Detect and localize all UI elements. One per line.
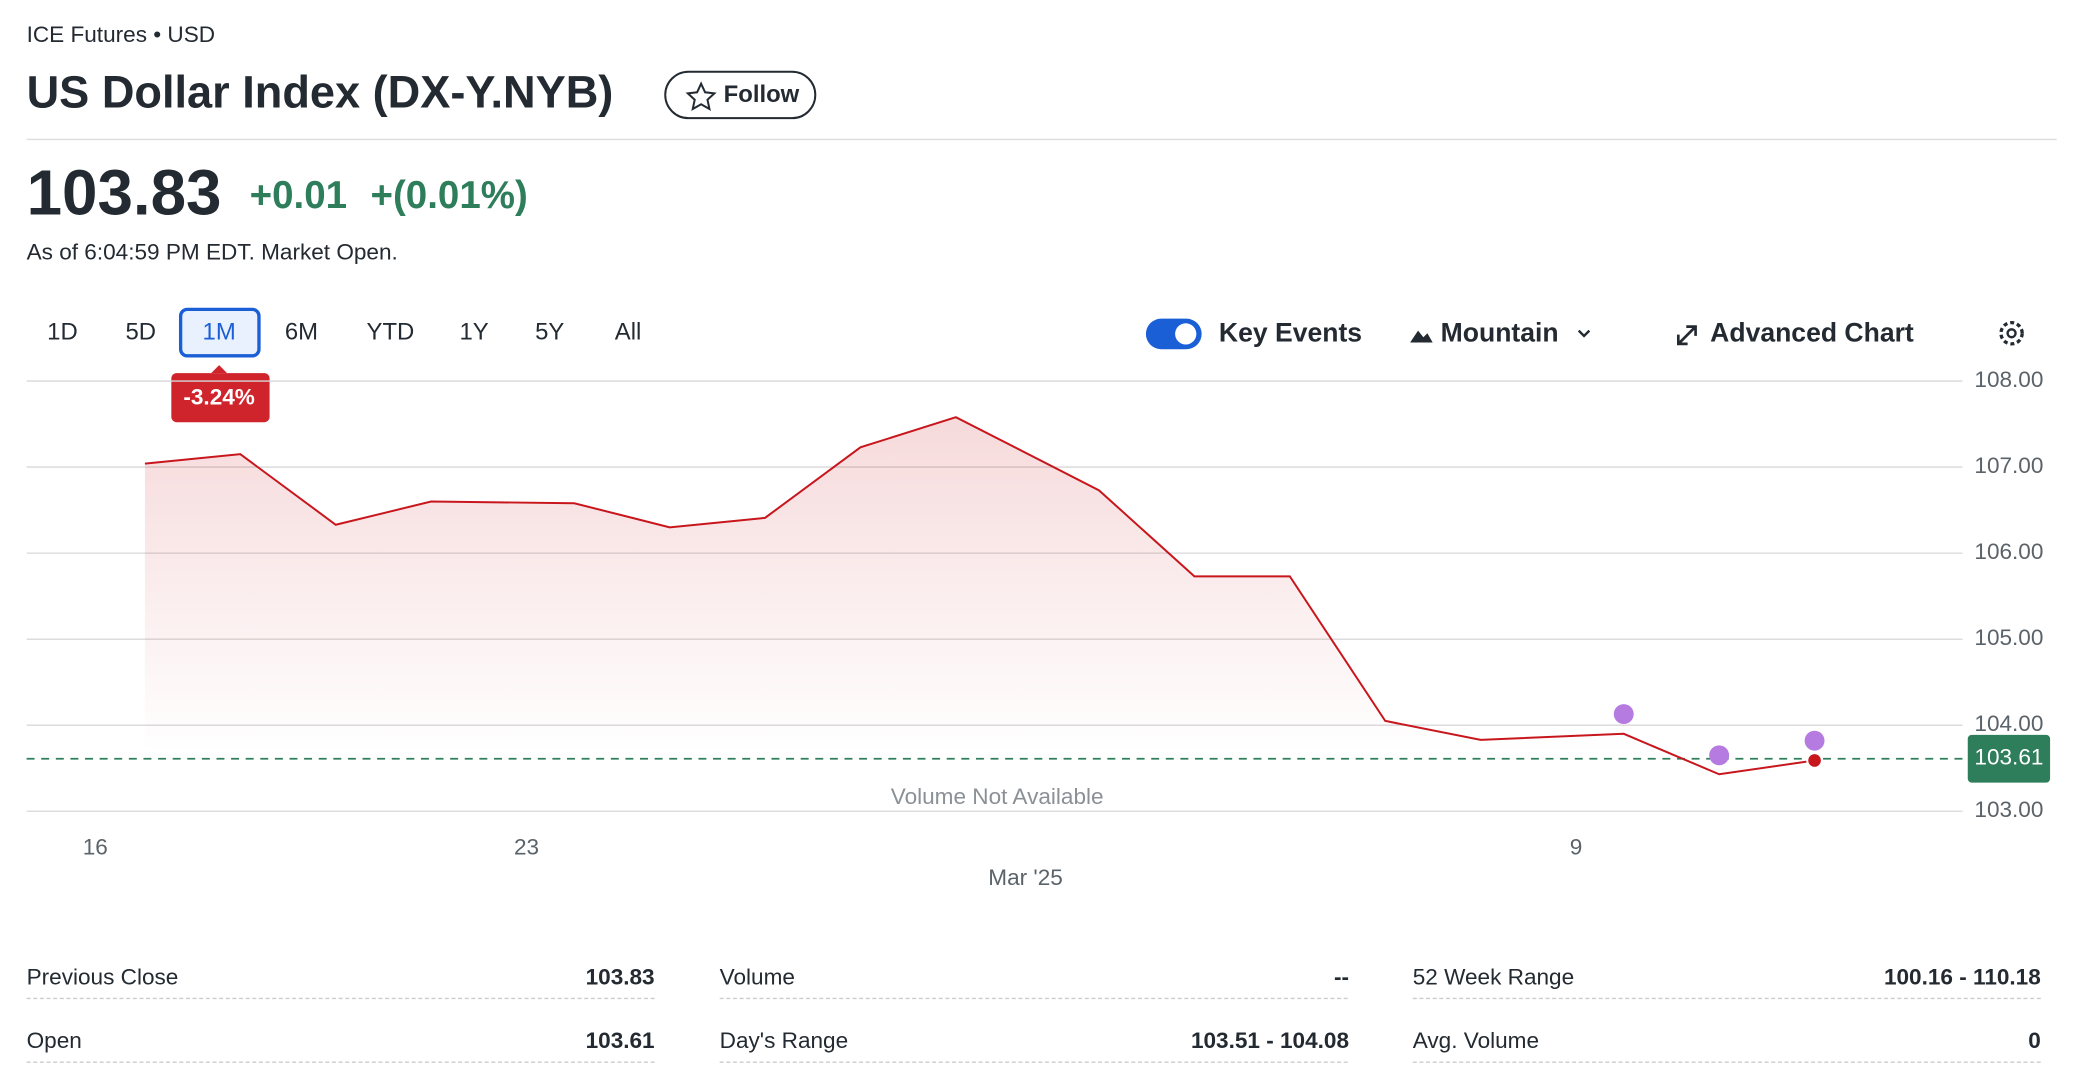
title: US Dollar Index (DX-Y.NYB) (27, 67, 614, 118)
y-tick-label: 103.00 (1974, 797, 2043, 822)
change-pct: +(0.01%) (370, 174, 527, 217)
gear (1999, 320, 2024, 346)
x-tick-label: 9 (1570, 834, 1583, 859)
mountain-icon (1410, 330, 1433, 343)
toggle-knob (1175, 323, 1197, 345)
stat-label: Previous Close (27, 965, 179, 990)
badge-pointer (211, 365, 228, 374)
range-button[interactable]: YTD (367, 319, 415, 346)
range-button[interactable]: 6M (285, 319, 318, 346)
advanced-chart[interactable]: Advanced Chart (1710, 318, 1914, 348)
line (144, 416, 1815, 776)
stat-label: Open (27, 1028, 82, 1053)
exchange: ICE Futures • USD (27, 22, 215, 47)
x-tick-label: 16 (83, 834, 108, 859)
x-month-label: Mar '25 (988, 865, 1063, 890)
area (144, 417, 1815, 812)
badge-label: -3.24% (183, 384, 255, 409)
last-point (1806, 752, 1823, 769)
y-tick-label: 105.00 (1974, 625, 2043, 650)
key-event[interactable] (1709, 745, 1730, 766)
y-tick-label: 108.00 (1974, 367, 2043, 392)
gear-hub (2006, 328, 2017, 339)
key-events[interactable]: Key Events (1219, 318, 1362, 348)
stat-value: 100.16 - 110.18 (1884, 965, 2041, 990)
key-event[interactable] (1613, 704, 1634, 724)
y-tick-label: 104.00 (1974, 711, 2043, 736)
range-button[interactable]: 1M (203, 319, 236, 346)
chart-type[interactable]: Mountain (1441, 318, 1559, 348)
range-button[interactable]: 1D (47, 319, 78, 346)
range-button[interactable]: 5Y (535, 319, 564, 346)
x-tick-label: 23 (514, 834, 539, 859)
change: +0.01 (250, 174, 347, 217)
y-tick-label: 107.00 (1974, 453, 2043, 478)
key-event[interactable] (1804, 730, 1825, 751)
stat-label: Avg. Volume (1413, 1028, 1539, 1053)
follow-label[interactable]: Follow (724, 81, 800, 108)
stat-label: 52 Week Range (1413, 965, 1574, 990)
range-button[interactable]: 1Y (459, 319, 488, 346)
expand-icon (1676, 325, 1697, 346)
range-button[interactable]: 5D (126, 319, 157, 346)
last-value-box (1967, 734, 2051, 783)
settings-icon[interactable] (1999, 320, 2024, 346)
stat-label: Day's Range (720, 1028, 848, 1053)
stat-value: -- (1334, 965, 1349, 990)
change-badge (171, 373, 270, 423)
y-tick-label: 106.00 (1974, 539, 2043, 564)
star-icon (685, 81, 717, 111)
stat-value: 103.51 - 104.08 (1191, 1028, 1349, 1053)
stat-value: 0 (2028, 1028, 2041, 1053)
stat-label: Volume (720, 965, 795, 990)
chevron (1577, 329, 1591, 338)
as-of: As of 6:04:59 PM EDT. Market Open. (27, 240, 398, 265)
follow-button[interactable] (664, 70, 817, 120)
stat-value: 103.61 (586, 1028, 655, 1053)
range-selected (178, 307, 261, 358)
price: 103.83 (27, 157, 222, 229)
range-button[interactable]: All (615, 319, 642, 346)
stat-value: 103.83 (586, 965, 655, 990)
last-value-label: 103.61 (1974, 745, 2043, 770)
